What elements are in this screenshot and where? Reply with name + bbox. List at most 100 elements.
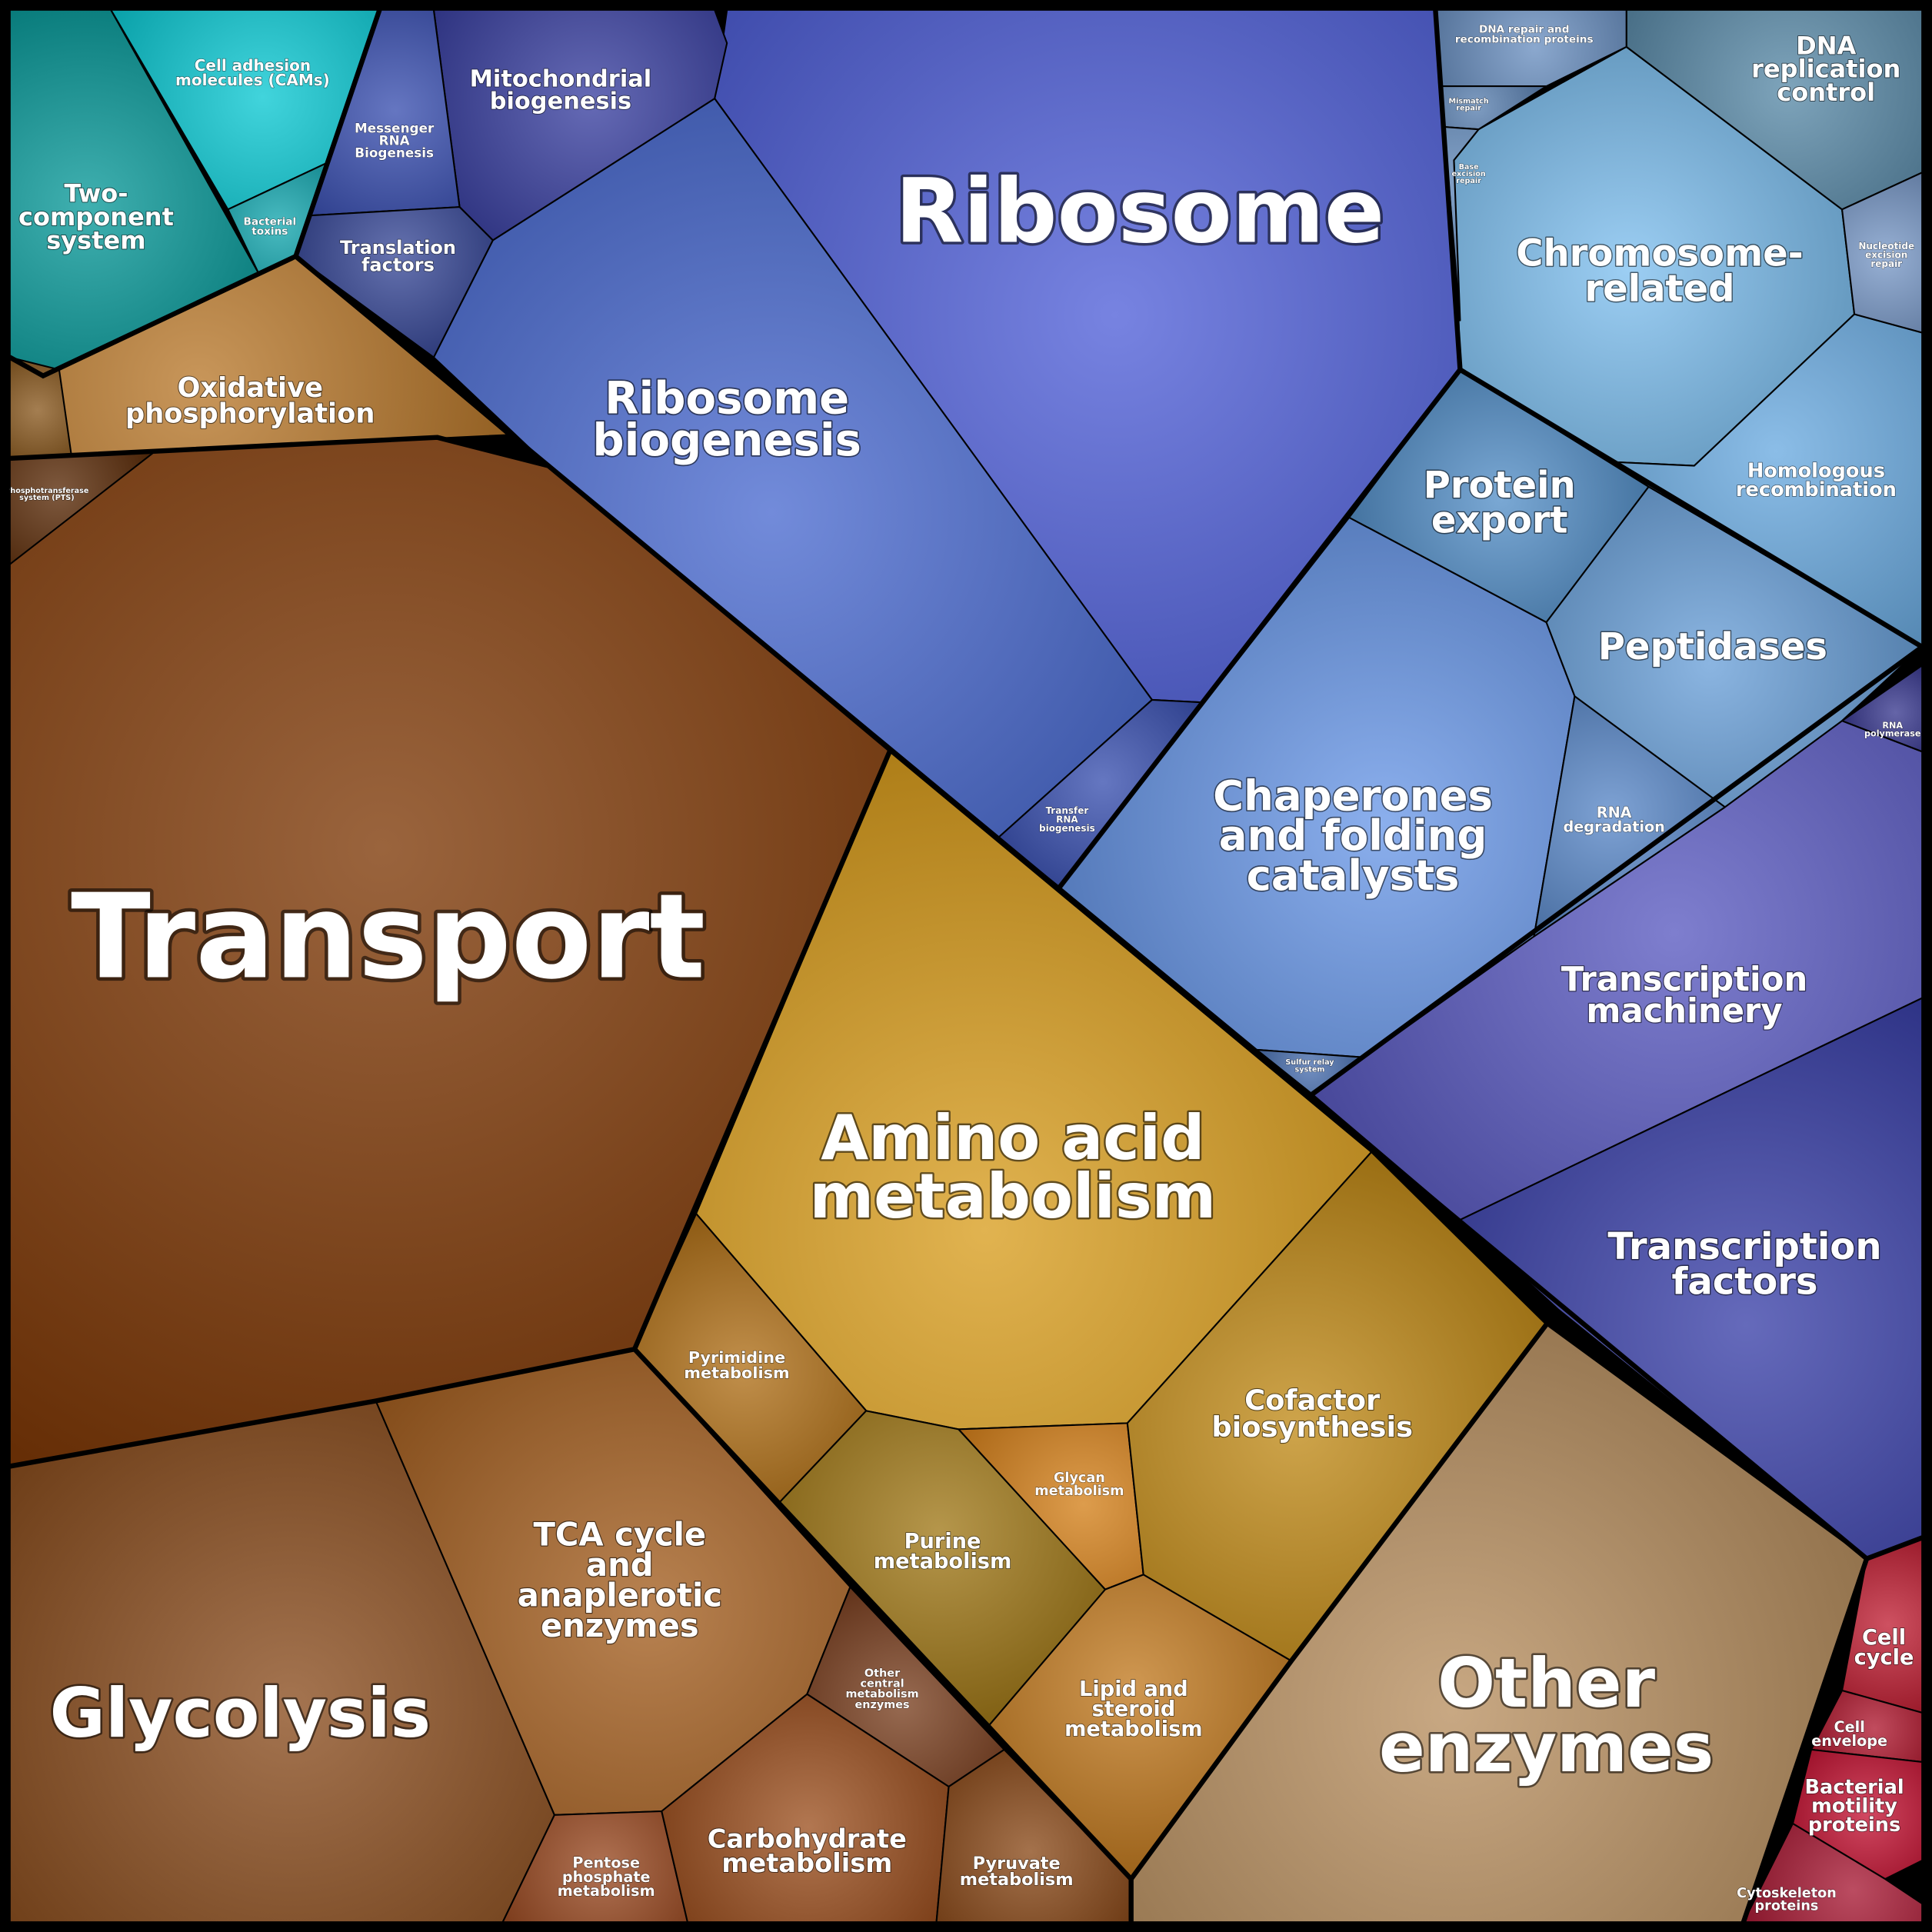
label-line: export xyxy=(1431,498,1568,541)
node-label: Homologous recombination xyxy=(1736,460,1897,501)
label-line: Mitochondrial xyxy=(470,65,652,92)
node-label: Pentose phosphate metabolism xyxy=(558,1854,655,1900)
label-line: RNA xyxy=(1056,814,1078,824)
label-line: metabolism xyxy=(810,1161,1217,1232)
label-line: Transfer xyxy=(1045,805,1088,816)
node-label: Two-component system xyxy=(18,179,174,255)
node-label: Cell cycle xyxy=(1854,1625,1914,1669)
label-line: proteins xyxy=(1808,1814,1901,1837)
node-label: Cell adhesion molecules (CAMs) xyxy=(175,56,330,89)
label-line: catalysts xyxy=(1247,851,1460,900)
label-line: biogenesis xyxy=(1039,823,1095,834)
label-line: cycle xyxy=(1854,1645,1914,1669)
node-label: Cell envelope xyxy=(1811,1717,1887,1749)
label-line: Cofactor xyxy=(1244,1384,1381,1417)
label-line: component xyxy=(18,202,174,232)
label-line: Homologous xyxy=(1747,460,1885,483)
group-border xyxy=(1740,1556,1870,1925)
group-border xyxy=(7,749,892,1469)
label-line: enzymes xyxy=(541,1607,699,1644)
label-line: Chromosome- xyxy=(1516,232,1803,275)
label-line: Two- xyxy=(64,179,128,208)
node-label: Messenger RNA Biogenesis xyxy=(355,121,435,161)
cell xyxy=(1791,1748,1924,1880)
label-line: Translation xyxy=(340,237,456,258)
node-label: Glycolysis xyxy=(50,1673,431,1752)
group-borders xyxy=(7,7,1925,1925)
node-label: Transport xyxy=(71,868,705,1004)
label-line: steroid xyxy=(1092,1697,1176,1721)
label-line: Carbohydrate xyxy=(708,1824,907,1854)
node-label: Purine metabolism xyxy=(874,1530,1012,1574)
label-line: metabolism xyxy=(721,1848,892,1878)
label-line: Other xyxy=(864,1667,901,1680)
label-line: Pyrimidine xyxy=(688,1348,785,1367)
label-line: Cell xyxy=(1834,1717,1864,1735)
label-line: Transcription xyxy=(1561,961,1808,999)
node-label: TCA cycle and anaplerotic enzymes xyxy=(518,1515,722,1644)
label-line: Ribosome xyxy=(605,371,849,424)
label-line: biogenesis xyxy=(490,88,631,115)
node-label: Chaperones and folding catalysts xyxy=(1213,771,1493,899)
node-label: Glycan metabolism xyxy=(1034,1471,1124,1499)
label-line: central xyxy=(860,1678,904,1690)
label-line: related xyxy=(1584,267,1734,310)
label-line: molecules (CAMs) xyxy=(175,71,330,89)
label-line: Pentose xyxy=(572,1854,640,1871)
label-line: DNA xyxy=(1796,31,1856,60)
group-border xyxy=(1057,7,1463,890)
group-border xyxy=(1309,644,1925,1097)
node-label: Mismatch repair xyxy=(1449,97,1489,112)
label-line: Sulfur relay xyxy=(1285,1058,1334,1067)
label-line: phosphate xyxy=(562,1867,651,1885)
label-line: RNA xyxy=(379,133,410,148)
label-line: Cytoskeleton xyxy=(1737,1886,1837,1901)
label-line: proteins xyxy=(1755,1899,1819,1914)
label-line: Transport xyxy=(71,868,705,1004)
label-line: recombination xyxy=(1736,478,1897,501)
label-line: Pyruvate xyxy=(973,1854,1061,1874)
node-label: Amino acid metabolism xyxy=(810,1102,1217,1232)
node-label: Other central metabolism enzymes xyxy=(846,1667,919,1711)
label-line: Messenger xyxy=(355,121,435,136)
node-label: Cytoskeleton proteins xyxy=(1737,1886,1837,1914)
label-line: anaplerotic xyxy=(518,1576,722,1614)
node-label: Translation factors xyxy=(340,237,456,276)
label-line: factors xyxy=(361,255,435,276)
label-line: Biogenesis xyxy=(355,145,434,161)
node-label: Ribosome biogenesis xyxy=(592,371,861,466)
label-line: and xyxy=(586,1546,654,1584)
node-label: Transcription machinery xyxy=(1561,961,1808,1031)
label-line: control xyxy=(1777,78,1875,107)
label-line: Glycan xyxy=(1054,1471,1105,1486)
label-line: polymerase xyxy=(1864,728,1921,738)
label-line: Nucleotide xyxy=(1858,241,1914,251)
label-line: Base xyxy=(1459,162,1480,171)
node-label: DNA replication control xyxy=(1751,31,1900,107)
label-line: Mismatch xyxy=(1449,97,1489,105)
cells xyxy=(8,8,1924,1924)
label-line: excision xyxy=(1865,250,1907,261)
label-line: metabolism xyxy=(684,1364,789,1382)
node-label: Pyrimidine metabolism xyxy=(684,1348,789,1382)
label-line: Peptidases xyxy=(1598,625,1827,668)
node-label: Lipid and steroid metabolism xyxy=(1064,1677,1203,1741)
node-label: Bacterial toxins xyxy=(244,215,297,238)
label-line: repair xyxy=(1456,104,1481,112)
label-line: DNA repair and xyxy=(1479,23,1570,35)
label-line: machinery xyxy=(1586,992,1782,1031)
group-border xyxy=(1128,1321,1549,1882)
label-line: RNA xyxy=(1597,804,1632,821)
label-line: metabolism xyxy=(846,1688,919,1700)
label-line: Transcription xyxy=(1607,1225,1881,1268)
label-line: Glycolysis xyxy=(50,1673,431,1752)
node-label: RNA polymerase xyxy=(1864,721,1921,739)
label-line: Ribosome xyxy=(895,161,1384,264)
label-line: metabolism xyxy=(874,1549,1012,1573)
label-line: envelope xyxy=(1811,1732,1887,1750)
node-label: Peptidases xyxy=(1598,625,1827,668)
label-line: Other xyxy=(1437,1644,1656,1723)
label-line: RNA xyxy=(1882,721,1903,731)
